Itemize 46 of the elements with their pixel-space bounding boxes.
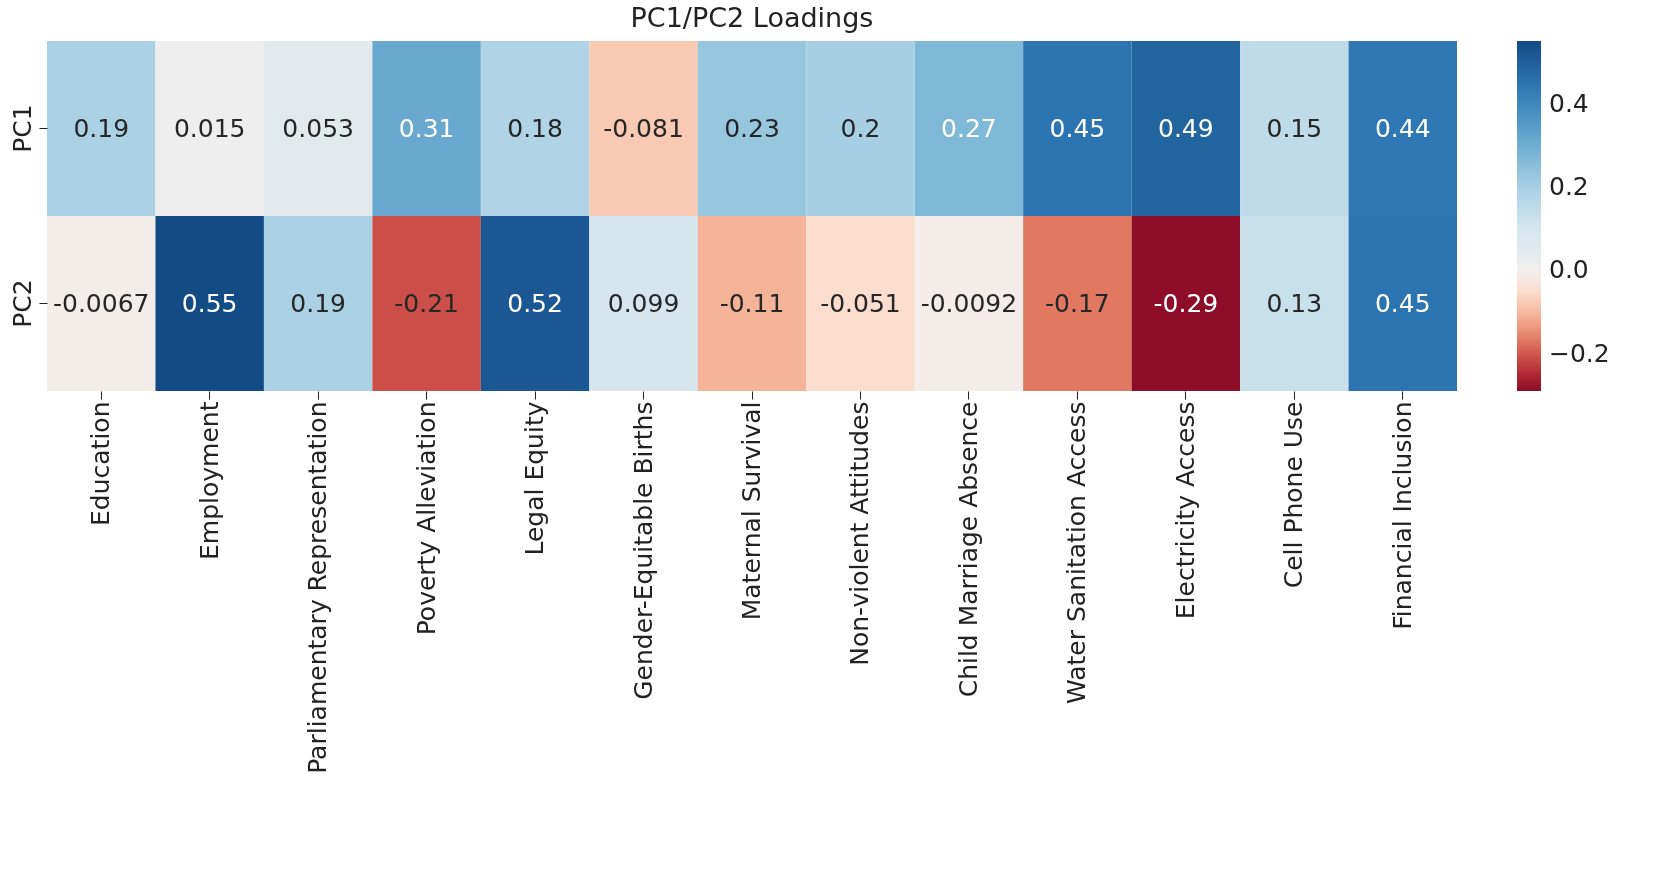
data-label: -0.081	[603, 113, 684, 143]
data-label: 0.45	[1374, 288, 1431, 318]
data-label: 0.18	[507, 113, 563, 143]
chart-title: PC1/PC2 Loadings	[630, 2, 874, 33]
data-label: 0.099	[607, 288, 680, 318]
data-label: 0.27	[941, 113, 997, 143]
data-label: 0.15	[1266, 113, 1323, 143]
data-label: 0.31	[398, 113, 455, 143]
data-label: 0.44	[1374, 113, 1431, 143]
color-bar-label: −0.2	[1549, 338, 1610, 368]
data-label: -0.051	[820, 288, 901, 318]
data-label: 0.19	[73, 113, 130, 143]
x-tick-label: Child Marriage Absence	[953, 401, 983, 698]
data-label: -0.17	[1045, 288, 1110, 318]
x-tick-label: Education	[86, 401, 116, 526]
data-label: 0.45	[1049, 113, 1106, 143]
data-label: -0.29	[1153, 288, 1219, 318]
x-tick-label: Legal Equity	[520, 401, 550, 556]
data-label: 0.053	[282, 113, 354, 143]
data-label: -0.0067	[52, 288, 150, 318]
data-label: -0.11	[719, 288, 785, 318]
x-tick-label: Financial Inclusion	[1387, 401, 1417, 630]
x-tick-label: Employment	[194, 401, 224, 560]
x-tick-label: Gender-Equitable Births	[628, 401, 658, 700]
color-bar-label: 0.0	[1549, 255, 1589, 285]
x-tick-label: Cell Phone Use	[1279, 401, 1309, 589]
y-tick-label: PC2	[7, 279, 37, 328]
data-label: 0.19	[290, 288, 346, 318]
x-tick-label: Electricity Access	[1170, 401, 1200, 620]
color-bar-label: 0.4	[1549, 88, 1589, 118]
x-tick-label: Parliamentary Representation	[303, 401, 333, 774]
x-tick-label: Water Sanitation Access	[1062, 401, 1092, 704]
data-label: 0.52	[507, 288, 563, 318]
y-tick-label: PC1	[7, 104, 37, 153]
data-label: -0.0092	[920, 288, 1018, 318]
data-label: 0.13	[1266, 288, 1323, 318]
data-label: 0.49	[1158, 113, 1214, 143]
x-tick-label: Maternal Survival	[737, 401, 766, 621]
data-label: -0.21	[394, 288, 459, 318]
data-label: 0.015	[173, 113, 246, 143]
x-tick-label: Non-violent Attitudes	[845, 401, 875, 666]
x-tick-label: Poverty Alleviation	[411, 401, 441, 636]
color-bar-label: 0.2	[1549, 171, 1589, 201]
data-label: 0.2	[840, 113, 881, 143]
data-label: 0.55	[181, 288, 238, 318]
data-label: 0.23	[724, 113, 780, 143]
